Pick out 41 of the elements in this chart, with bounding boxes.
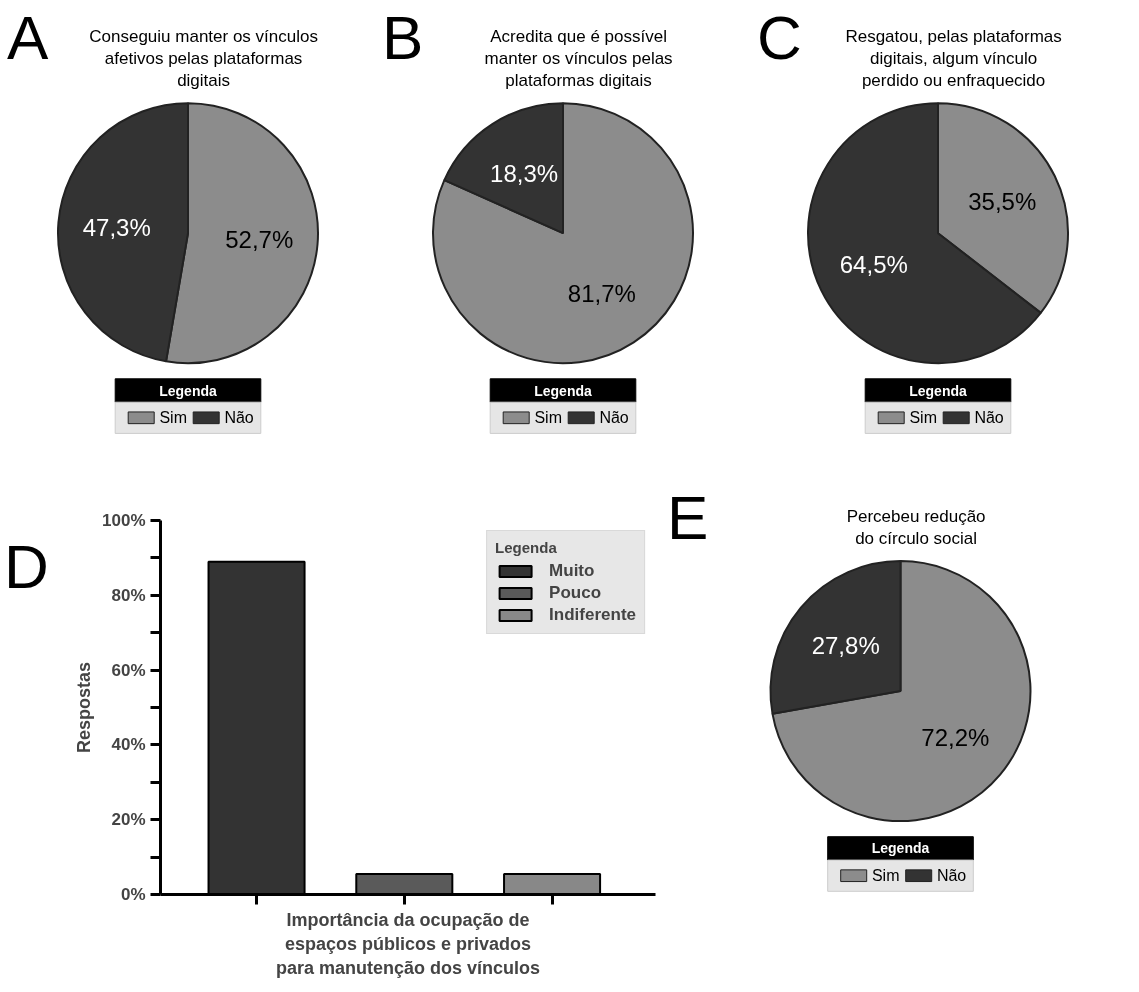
legend-label: Não xyxy=(974,409,1004,427)
data-label: 52,7% xyxy=(225,225,294,253)
legend-label: Pouco xyxy=(549,583,602,603)
y-tick-label: 20% xyxy=(111,810,146,830)
legend-label: Indiferente xyxy=(549,605,636,625)
legend-label: Sim xyxy=(534,409,562,427)
legend-label: Não xyxy=(224,409,254,427)
data-label: 81,7% xyxy=(567,279,636,307)
legend-title: Legenda xyxy=(495,539,558,556)
text: E xyxy=(667,483,709,553)
chart-title: Conseguiu manter os vínculos afetivos pelas plataformas digitais xyxy=(89,27,318,91)
legend-label: Sim xyxy=(909,409,937,427)
legend-title: Legenda xyxy=(871,840,930,857)
legend-label: Sim xyxy=(871,867,900,885)
y-tick-label: 100% xyxy=(102,511,146,530)
data-label: 64,5% xyxy=(839,251,908,279)
data-label: 35,5% xyxy=(968,188,1037,216)
text: D xyxy=(4,531,49,601)
legend-label: Não xyxy=(599,409,629,427)
text: A xyxy=(7,3,49,73)
text: B xyxy=(382,3,424,73)
y-tick-label: 60% xyxy=(111,660,146,680)
x-axis-title: Importância da ocupação de espaços públicos e privados para manutenção dos vínculos xyxy=(275,909,541,978)
y-tick-label: 40% xyxy=(111,735,146,755)
y-axis-title: Respostas xyxy=(74,661,95,754)
data-label: 47,3% xyxy=(82,213,151,241)
legend-title: Legenda xyxy=(909,382,967,399)
legend-label: Não xyxy=(936,867,967,885)
text: C xyxy=(757,3,802,73)
data-label: 72,2% xyxy=(921,723,990,751)
legend-title: Legenda xyxy=(159,382,217,399)
chart-title: Resgatou, pelas plataformas digitais, algum vínculo perdido ou enfraquecido xyxy=(845,27,1062,91)
legend-title: Legenda xyxy=(534,382,592,399)
legend-label: Muito xyxy=(549,561,595,581)
y-tick-label: 0% xyxy=(120,885,146,904)
chart-title: Acredita que é possível manter os vínculos pelas plataformas digitais xyxy=(484,27,673,91)
data-label: 27,8% xyxy=(811,631,880,659)
y-tick-label: 80% xyxy=(111,585,146,605)
legend-label: Sim xyxy=(159,409,187,427)
chart-title: Percebeu redução do círculo social xyxy=(846,507,986,549)
data-label: 18,3% xyxy=(490,159,559,187)
